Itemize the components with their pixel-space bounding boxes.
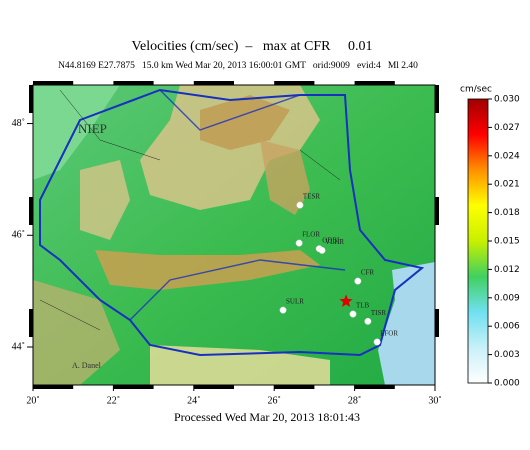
station — [318, 246, 326, 254]
frame-bar — [354, 81, 395, 85]
station-label: EFOR — [380, 330, 398, 338]
colorbar — [467, 98, 489, 384]
colorbar-tick-label: 0.009 — [494, 293, 520, 303]
x-tick-label: 24˚ — [187, 395, 200, 406]
station-label: FLOR — [302, 231, 320, 239]
colorbar-tick-label: 0.015 — [494, 237, 520, 247]
station — [349, 310, 357, 318]
y-tick-label: 44˚ — [12, 341, 25, 352]
station-label: TISR — [371, 309, 387, 317]
colorbar-tick-label: 0.006 — [494, 322, 520, 332]
terrain — [33, 85, 435, 385]
frame-bar — [193, 385, 234, 389]
y-tick-label: 46˚ — [12, 230, 25, 241]
station-label: TESR — [303, 193, 320, 201]
station — [373, 338, 381, 346]
station — [296, 201, 304, 209]
title: Velocities (cm/sec) – max at CFR 0.01 — [131, 39, 372, 54]
colorbar-tick-label: 0.027 — [494, 123, 520, 133]
station-label: CFR — [361, 269, 375, 277]
x-tick-label: 28˚ — [348, 395, 361, 406]
colorbar-tick-label: 0.030 — [494, 95, 520, 105]
frame-bar — [29, 309, 33, 337]
colorbar-tick-label: 0.000 — [494, 379, 520, 389]
frame-bar — [435, 309, 439, 337]
frame-bar — [193, 81, 234, 85]
station-label: SULR — [286, 298, 304, 306]
colorbar-tick-label: 0.018 — [494, 208, 520, 218]
epicenter — [339, 294, 353, 307]
frame-bar — [33, 385, 74, 389]
colorbar-tick-label: 0.024 — [494, 151, 520, 161]
frame-bar — [29, 85, 33, 113]
station — [279, 306, 287, 314]
frame-bar — [113, 81, 154, 85]
x-tick-label: 30˚ — [428, 395, 441, 406]
x-tick-label: 20˚ — [26, 395, 39, 406]
frame-bar — [354, 385, 395, 389]
colorbar-tick-label: 0.003 — [494, 350, 520, 360]
region-label: NIEP — [78, 121, 107, 136]
frame-bar — [29, 197, 33, 225]
station — [354, 277, 362, 285]
station-label: TLB — [356, 302, 370, 310]
station — [364, 317, 372, 325]
subtitle: N44.8169 E27.7875 15.0 km Wed Mar 20, 20… — [58, 61, 418, 71]
colorbar-tick-label: 0.021 — [494, 180, 520, 190]
frame-bar — [274, 385, 315, 389]
footer: Processed Wed Mar 20, 2013 18:01:43 — [174, 410, 360, 424]
frame-bar — [113, 385, 154, 389]
station — [295, 239, 303, 247]
colorbar-label: cm/sec — [460, 85, 492, 95]
frame-bar — [435, 197, 439, 225]
frame-bar — [274, 81, 315, 85]
station-label: ODBI — [322, 236, 340, 244]
frame-bar — [435, 85, 439, 113]
x-tick-label: 22˚ — [107, 395, 120, 406]
x-tick-label: 26˚ — [268, 395, 281, 406]
colorbar-tick-label: 0.012 — [494, 265, 520, 275]
frame-bar — [33, 81, 74, 85]
y-tick-label: 48˚ — [12, 118, 25, 129]
region-label: A. Danel — [72, 361, 102, 370]
station-label: VLHR — [325, 238, 344, 246]
